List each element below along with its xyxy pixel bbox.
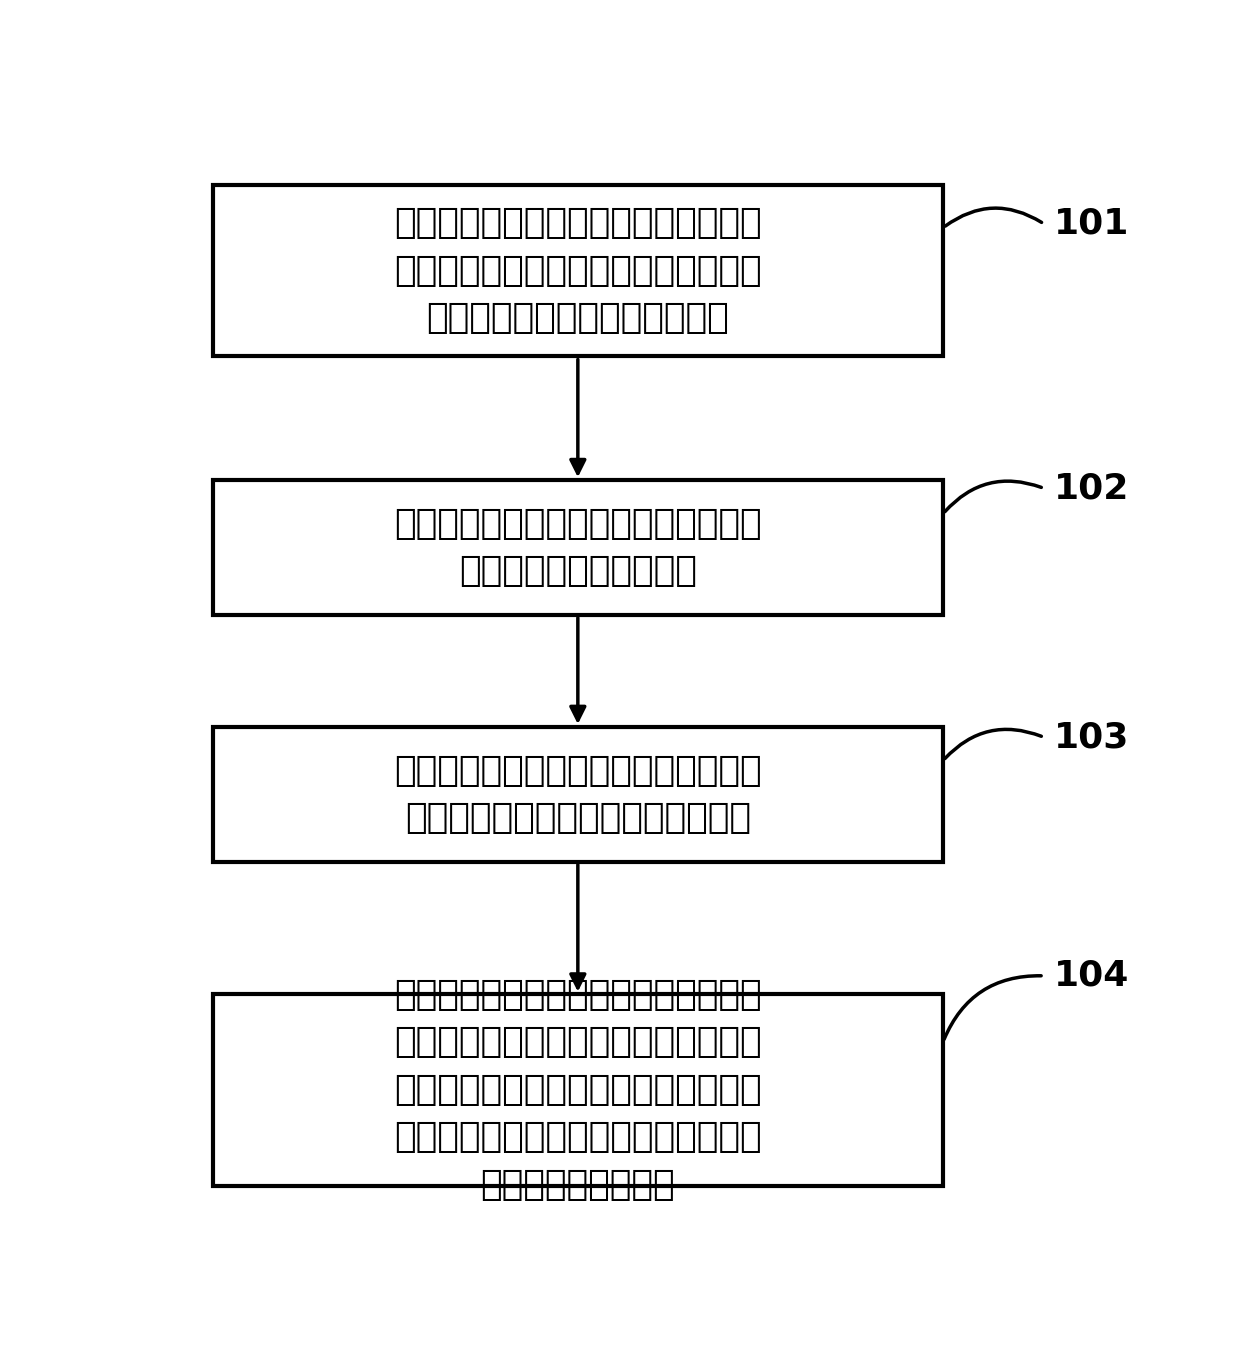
FancyBboxPatch shape [213, 480, 944, 614]
FancyBboxPatch shape [213, 185, 944, 356]
Text: 102: 102 [1054, 471, 1128, 505]
Text: 通过色散光纤对调制光信号进行采样、
时延，以输出时延光信号: 通过色散光纤对调制光信号进行采样、 时延，以输出时延光信号 [394, 506, 761, 589]
Text: 101: 101 [1054, 207, 1128, 241]
Text: 根据微波信号源发射的微波信号，通过
电光调制器对光纤耦合器输出的耦合激
光进行调制，以输出调制光信号: 根据微波信号源发射的微波信号，通过 电光调制器对光纤耦合器输出的耦合激 光进行调… [394, 206, 761, 335]
FancyBboxPatch shape [213, 994, 944, 1185]
Text: 扫描微波信号源所发射的微波信号频率
，并根据测量的电信号的最大功率获取
对应的微波信号频率，以及根据最大功
率对应的微波信号频率获得光纤传感器
感应的温度变化信: 扫描微波信号源所发射的微波信号频率 ，并根据测量的电信号的最大功率获取 对应的微… [394, 978, 761, 1202]
Text: 通过光电探测器对时延光信号进行恢复
以获得电信号，并测量电信号的功率: 通过光电探测器对时延光信号进行恢复 以获得电信号，并测量电信号的功率 [394, 753, 761, 835]
Text: 104: 104 [1054, 959, 1128, 993]
FancyBboxPatch shape [213, 727, 944, 862]
Text: 103: 103 [1054, 721, 1128, 754]
